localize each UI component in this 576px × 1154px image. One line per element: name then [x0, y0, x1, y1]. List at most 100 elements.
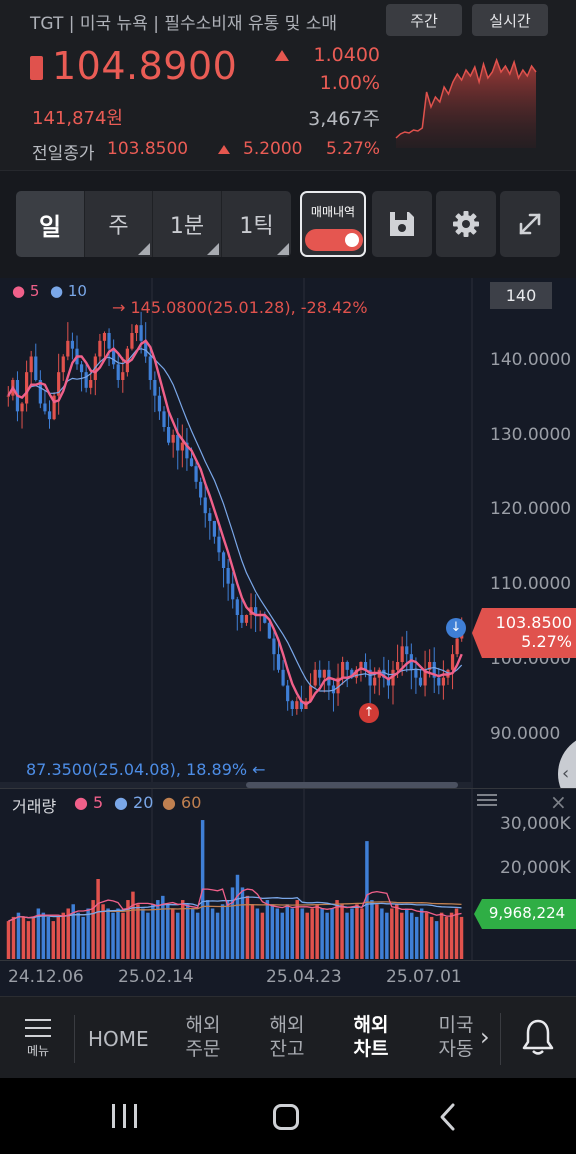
- volume-bar: [390, 908, 394, 959]
- expand-button[interactable]: [500, 191, 560, 257]
- volume-bar: [255, 908, 260, 959]
- candle-body: [153, 380, 157, 396]
- volume-bar: [21, 916, 26, 959]
- nav-overseas-balance-l1: 해외: [269, 1014, 305, 1036]
- volume-bar: [355, 904, 359, 959]
- prev-close-value: 103.8500: [107, 139, 189, 159]
- y-tick: 110.0000: [490, 574, 572, 594]
- hamburger-icon[interactable]: [477, 792, 497, 808]
- bell-icon[interactable]: [520, 1017, 556, 1057]
- candle-count-box[interactable]: 140: [490, 282, 552, 309]
- volume-bar: [235, 874, 240, 959]
- price-krw: 141,874원: [32, 108, 123, 129]
- candle-body: [61, 356, 65, 373]
- volume-bar: [71, 904, 75, 959]
- sell-marker-icon[interactable]: ↓: [446, 618, 466, 638]
- back-icon[interactable]: [438, 1102, 458, 1132]
- chart-scrollbar[interactable]: [246, 782, 458, 788]
- nav-overseas-balance[interactable]: 해외 잔고: [257, 1013, 317, 1061]
- candle-body: [47, 411, 52, 420]
- volume-bar: [86, 908, 90, 959]
- volume-bar: [380, 908, 384, 959]
- period-week[interactable]: 주: [85, 191, 153, 257]
- ma5-line: [7, 339, 463, 706]
- volume-bar: [290, 908, 294, 959]
- volume-bar: [350, 908, 354, 959]
- save-button[interactable]: [372, 191, 432, 257]
- candle-body: [350, 669, 354, 678]
- nav-home[interactable]: HOME: [88, 1027, 149, 1051]
- volume-bar: [66, 908, 70, 959]
- gear-icon: [453, 211, 479, 237]
- candle-body: [295, 701, 299, 709]
- volume-bar: [136, 904, 140, 959]
- candle-body: [203, 497, 207, 514]
- volume-bar: [180, 900, 185, 959]
- up-candle-icon: [30, 56, 43, 80]
- candle-body: [148, 356, 152, 380]
- settings-button[interactable]: [436, 191, 496, 257]
- chevron-right-icon[interactable]: ›: [480, 1023, 490, 1051]
- vol-ma5-line: [8, 888, 462, 922]
- recent-apps-icon[interactable]: [112, 1104, 138, 1128]
- candle-body: [57, 372, 61, 396]
- menu-button[interactable]: 메뉴: [22, 1015, 54, 1075]
- period-1tick[interactable]: 1틱: [222, 191, 291, 257]
- candle-body: [336, 677, 340, 694]
- volume-bar: [96, 879, 100, 959]
- volume-bar: [345, 912, 349, 959]
- nav-overseas-order-l2: 주문: [185, 1038, 221, 1060]
- toggle-switch[interactable]: [305, 229, 363, 251]
- candle-body: [455, 638, 459, 655]
- volume-bar: [210, 908, 215, 959]
- volume-bar: [409, 912, 414, 959]
- volume-bar: [310, 908, 314, 959]
- candle-body: [359, 662, 363, 670]
- volume-bar: [141, 908, 145, 959]
- realtime-button[interactable]: 실시간: [472, 4, 548, 36]
- week-button[interactable]: 주간: [386, 4, 462, 36]
- max-price-annotation: → 145.0800(25.01.28), -28.42%: [112, 298, 368, 317]
- candle-body: [318, 669, 322, 678]
- candle-body: [441, 677, 445, 686]
- volume-bar: [280, 912, 285, 959]
- volume-bar: [454, 908, 459, 959]
- vol-ma5-legend-label: 5: [93, 793, 104, 812]
- nav-us-auto[interactable]: 미국 자동: [426, 1013, 486, 1061]
- buy-marker-icon[interactable]: ↑: [359, 703, 379, 723]
- candle-body: [231, 583, 235, 600]
- volume-bar: [240, 887, 245, 959]
- nav-overseas-order[interactable]: 해외 주문: [173, 1013, 233, 1061]
- candle-body: [189, 458, 194, 467]
- date-tick: 25.07.01: [386, 967, 462, 987]
- date-axis: 24.12.06 25.02.14 25.04.23 25.07.01: [0, 960, 576, 996]
- close-icon[interactable]: ×: [550, 790, 567, 814]
- period-day[interactable]: 일: [16, 191, 85, 257]
- candle-body: [89, 380, 93, 388]
- trade-history-toggle[interactable]: 매매내역: [300, 191, 366, 257]
- volume-bar: [26, 921, 31, 959]
- period-1min[interactable]: 1분: [153, 191, 222, 257]
- home-icon[interactable]: [273, 1104, 299, 1130]
- candle-body: [272, 638, 276, 655]
- volume-bar: [429, 916, 434, 959]
- toggle-knob: [345, 233, 359, 247]
- period-week-label: 주: [108, 214, 129, 239]
- candle-body: [437, 677, 441, 686]
- quote-header: TGT | 미국 뉴욕 | 필수소비재 유통 및 소매 주간 실시간 104.8…: [0, 0, 576, 170]
- volume-bar: [31, 916, 36, 959]
- price-chart[interactable]: ● 5 ● 10 → 145.0800(25.01.28), -28.42% 8…: [0, 278, 576, 814]
- prev-up-arrow-icon: [218, 145, 230, 154]
- volume-bar: [250, 904, 255, 959]
- volume-bar: [6, 921, 11, 959]
- vol-ma5-legend: ● 5: [74, 793, 104, 812]
- intraday-sparkline: [395, 57, 537, 148]
- candlestick-plot: [6, 278, 473, 788]
- nav-overseas-chart[interactable]: 해외 차트: [341, 1013, 401, 1061]
- volume-bar: [434, 921, 439, 959]
- candle-body: [221, 552, 226, 568]
- volume-bar: [46, 916, 51, 959]
- volume-shares: 3,467주: [308, 108, 380, 130]
- chart-toolbar: 일 주 1분 1틱 매매내역: [0, 170, 576, 278]
